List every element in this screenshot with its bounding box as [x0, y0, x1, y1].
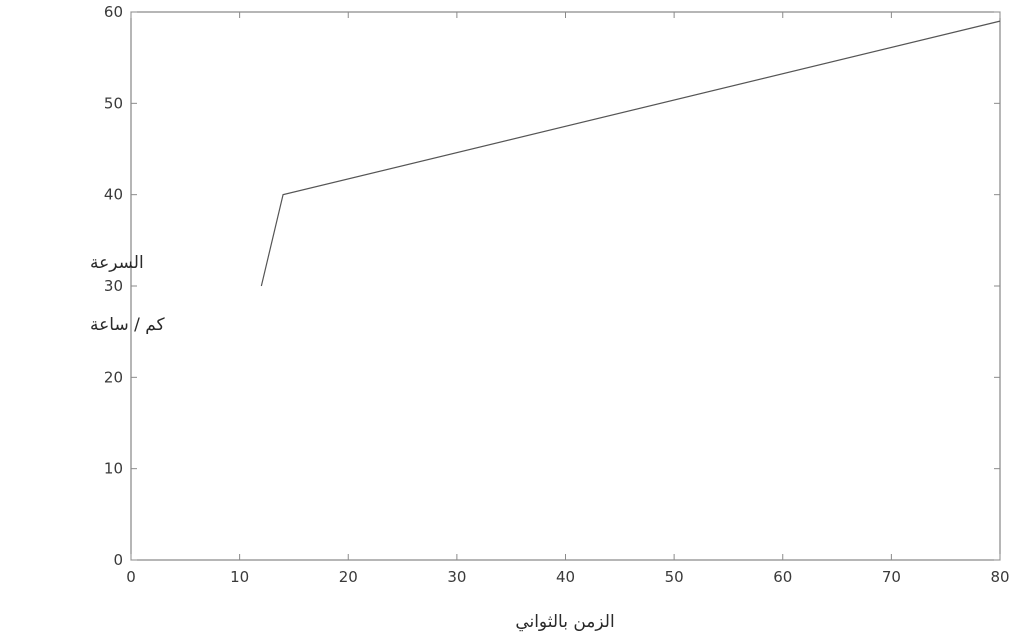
x-axis-title: الزمن بالثواني: [515, 612, 614, 632]
y-tick-label: 0: [113, 551, 123, 569]
y-tick-label: 40: [104, 186, 123, 204]
x-tick-label: 40: [556, 568, 575, 586]
y-tick-label: 30: [104, 277, 123, 295]
speed-series-line: [260, 20, 1001, 287]
y-tick-label: 10: [104, 460, 123, 478]
y-tick-label: 20: [104, 368, 123, 386]
series-layer: [260, 20, 1001, 287]
y-axis-title-line2: كم / ساعة: [90, 315, 166, 335]
x-tick-label: 70: [882, 568, 901, 586]
x-axis-ticks: 0 10 20 30 40 50 60 70 80: [126, 12, 1010, 586]
x-tick-label: 30: [447, 568, 466, 586]
x-tick-label: 10: [230, 568, 249, 586]
x-tick-label: 50: [665, 568, 684, 586]
y-tick-label: 60: [104, 3, 123, 21]
x-tick-label: 0: [126, 568, 136, 586]
y-axis-title-line1: السرعة: [90, 253, 144, 273]
x-tick-label: 80: [990, 568, 1009, 586]
x-tick-label: 60: [773, 568, 792, 586]
y-axis-ticks: 0 10 20 30 40 50 60: [104, 3, 1000, 569]
x-tick-label: 20: [339, 568, 358, 586]
y-tick-label: 50: [104, 94, 123, 112]
